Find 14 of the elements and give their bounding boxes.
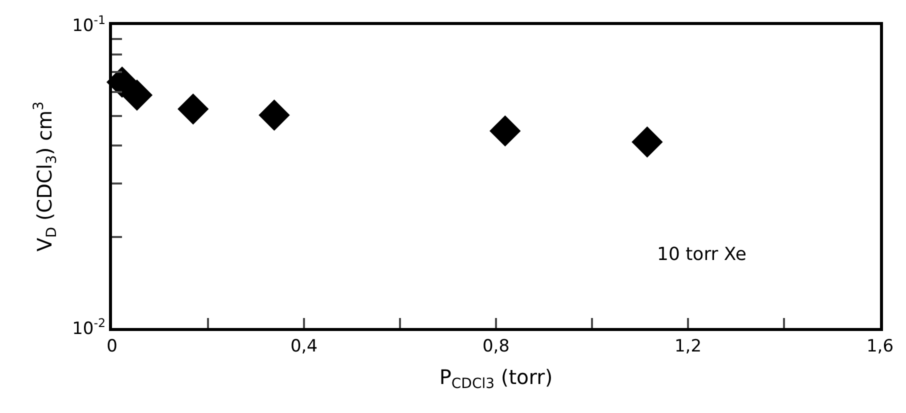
- point: [178, 93, 209, 125]
- x-tick-label: 1,6: [866, 336, 894, 356]
- x-axis-title: P$_{CDCl3}$ (torr): [439, 364, 553, 392]
- x-tick-label: 0: [106, 336, 118, 356]
- x-tick-label: 1,2: [674, 336, 702, 356]
- y-tick-label: 10$^{-1}$: [72, 12, 106, 36]
- x-tick-label: 0,8: [482, 336, 510, 356]
- x-tick-label: 0,4: [290, 336, 318, 356]
- point: [121, 80, 153, 111]
- point: [490, 115, 521, 147]
- point: [258, 100, 290, 131]
- y-tick-label: 10$^{-2}$: [72, 316, 106, 339]
- point: [632, 126, 663, 158]
- annotation: 10 torr Xe: [657, 244, 746, 265]
